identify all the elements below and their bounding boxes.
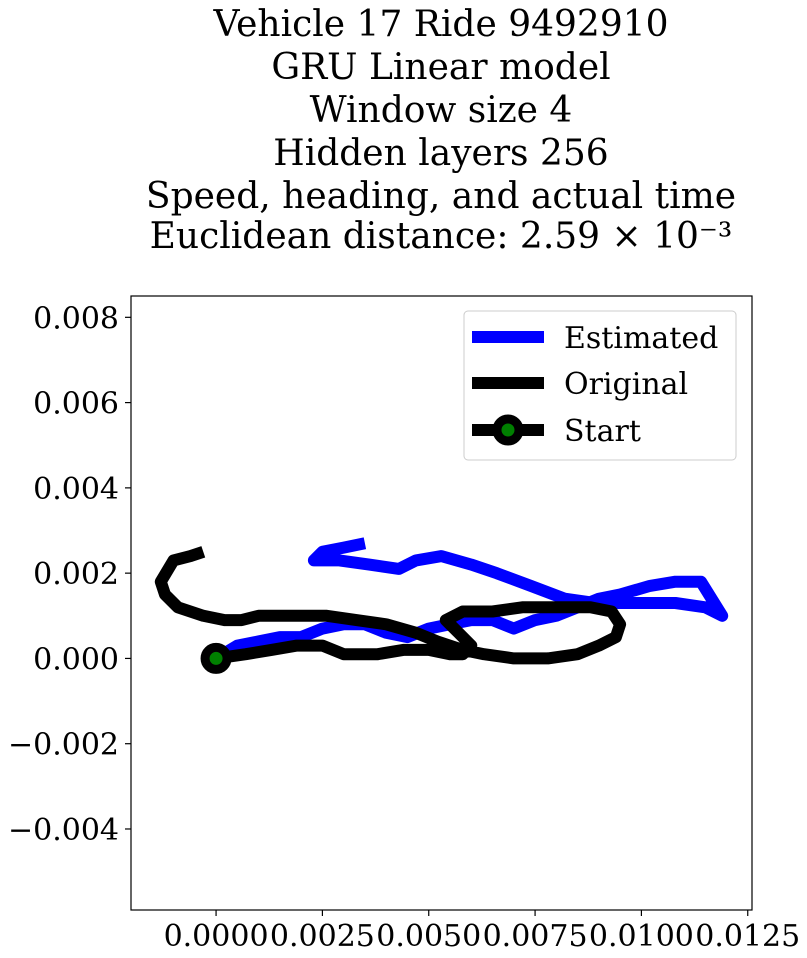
title-line-6: Euclidean distance: 2.59 × 10⁻³ xyxy=(150,216,733,257)
plot-area-frame xyxy=(130,295,753,911)
title-line-1: Vehicle 17 Ride 9492910 xyxy=(212,4,668,45)
x-tick-label: 0.0075 xyxy=(483,919,588,954)
y-tick-label: 0.000 xyxy=(33,642,119,677)
title-line-5: Speed, heading, and actual time xyxy=(146,176,736,217)
legend-label-original: Original xyxy=(564,367,688,402)
x-axis: 0.0000 0.0025 0.0050 0.0075 0.0100 0.0125 xyxy=(164,910,800,954)
start-point-marker xyxy=(200,642,232,674)
x-tick-label: 0.0025 xyxy=(270,919,375,954)
chart-title: Vehicle 17 Ride 9492910 GRU Linear model… xyxy=(146,4,736,257)
start-marker-layer xyxy=(200,642,232,674)
legend: Estimated Original Start xyxy=(463,310,737,461)
legend-marker-start xyxy=(492,414,524,446)
series-line-original xyxy=(154,546,627,665)
plot-lines xyxy=(154,537,729,665)
legend-label-start: Start xyxy=(564,414,641,449)
y-tick-label: 0.006 xyxy=(33,387,119,422)
title-line-3: Window size 4 xyxy=(310,90,573,131)
title-line-2: GRU Linear model xyxy=(271,47,610,88)
x-tick-label: 0.0100 xyxy=(589,919,694,954)
x-tick-label: 0.0125 xyxy=(695,919,800,954)
x-tick-label: 0.0000 xyxy=(164,919,269,954)
y-tick-label: −0.004 xyxy=(8,813,119,848)
y-tick-label: 0.004 xyxy=(33,472,119,507)
y-tick-label: 0.008 xyxy=(33,301,119,336)
x-tick-label: 0.0050 xyxy=(376,919,481,954)
y-tick-label: 0.002 xyxy=(33,557,119,592)
y-tick-label: −0.002 xyxy=(8,728,119,763)
y-axis: −0.004 −0.002 0.000 0.002 0.004 0.006 0.008 xyxy=(8,301,131,848)
title-line-4: Hidden layers 256 xyxy=(273,133,608,174)
legend-box xyxy=(463,310,737,461)
legend-label-estimated: Estimated xyxy=(564,321,718,356)
